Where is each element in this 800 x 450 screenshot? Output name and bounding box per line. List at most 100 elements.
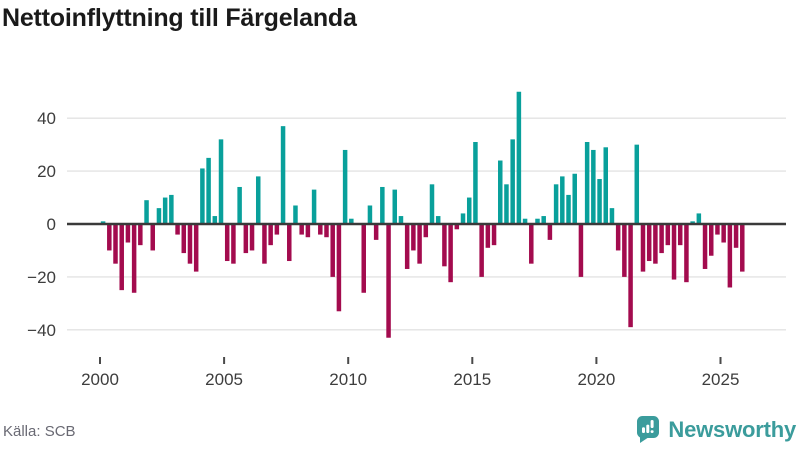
bar (442, 224, 447, 267)
bar (119, 224, 124, 291)
bar (727, 224, 733, 288)
bar (429, 184, 435, 224)
x-axis-label: 2015 (453, 370, 491, 389)
bar (566, 194, 571, 224)
bar (411, 224, 416, 251)
bar (324, 224, 329, 238)
bar (417, 224, 422, 264)
bar (237, 186, 242, 224)
bar (212, 216, 218, 224)
source-label: Källa: SCB (3, 423, 76, 440)
x-axis-label: 2025 (702, 370, 740, 389)
bar (398, 216, 404, 224)
bar (510, 139, 515, 224)
bar (200, 168, 205, 224)
bar (187, 224, 193, 264)
bar (646, 224, 652, 262)
bar (634, 144, 640, 224)
bar (318, 224, 323, 235)
bar (342, 149, 348, 224)
bar (262, 224, 267, 264)
bar (677, 224, 683, 246)
bar (659, 224, 664, 254)
bar (305, 224, 311, 238)
bar (578, 224, 584, 277)
bar (603, 147, 608, 224)
y-axis-label: 0 (47, 215, 56, 234)
bar (156, 208, 162, 224)
bar (404, 224, 410, 269)
bar (448, 224, 453, 283)
newsworthy-wordmark: Newsworthy (668, 416, 796, 442)
bar (311, 189, 317, 224)
bar (435, 216, 441, 224)
bar (423, 224, 429, 238)
bar (293, 205, 298, 225)
bar (622, 224, 627, 277)
bar (665, 224, 671, 246)
bar (709, 224, 714, 256)
bar (380, 186, 385, 224)
bar (516, 91, 522, 224)
bar (591, 149, 596, 224)
bar (702, 224, 708, 269)
bar (274, 224, 280, 235)
bar (169, 194, 174, 224)
bar (100, 221, 106, 224)
bar (653, 224, 658, 264)
chart-title: Nettoinflyttning till Färgelanda (2, 4, 357, 32)
bar (715, 224, 720, 235)
bar (280, 126, 286, 224)
bar (572, 173, 577, 225)
bar (615, 224, 621, 251)
newsworthy-logo: Newsworthy (635, 415, 796, 444)
x-axis-label: 2010 (329, 370, 367, 389)
bar (231, 224, 236, 264)
bar (529, 224, 534, 264)
bar (373, 224, 379, 240)
bar (193, 224, 199, 272)
bar (330, 224, 335, 277)
bar (485, 224, 491, 248)
bar (287, 224, 292, 262)
bar (150, 224, 155, 251)
bar (609, 208, 615, 224)
bar (255, 176, 261, 224)
bar (740, 224, 745, 272)
bar (181, 224, 187, 254)
bar (386, 224, 391, 338)
bar (504, 184, 509, 224)
bar (547, 224, 553, 240)
bar (454, 224, 460, 230)
bar (473, 142, 478, 224)
bar (243, 224, 249, 254)
bar (553, 184, 559, 224)
x-axis-label: 2000 (81, 370, 119, 389)
bar (162, 197, 168, 224)
x-axis-label: 2005 (205, 370, 243, 389)
bar (361, 224, 366, 293)
y-axis-label: 20 (37, 162, 56, 181)
bar (671, 224, 677, 280)
bar (349, 218, 354, 224)
bar (367, 205, 373, 225)
bar (206, 157, 211, 225)
bar (560, 176, 565, 224)
bar (299, 224, 304, 235)
bar (498, 160, 503, 224)
newsworthy-bubble-icon (637, 416, 660, 443)
y-axis-label: −20 (27, 268, 56, 287)
bar (125, 224, 131, 243)
bar (113, 224, 118, 264)
bar (144, 200, 149, 224)
y-axis-label: −40 (27, 321, 56, 340)
bar (628, 224, 633, 328)
bar (218, 139, 224, 224)
bar (522, 218, 528, 224)
bar (224, 224, 230, 262)
bar (175, 224, 180, 235)
bar (684, 224, 689, 283)
y-axis-label: 40 (37, 109, 56, 128)
bar (466, 197, 472, 224)
bar (131, 224, 137, 293)
